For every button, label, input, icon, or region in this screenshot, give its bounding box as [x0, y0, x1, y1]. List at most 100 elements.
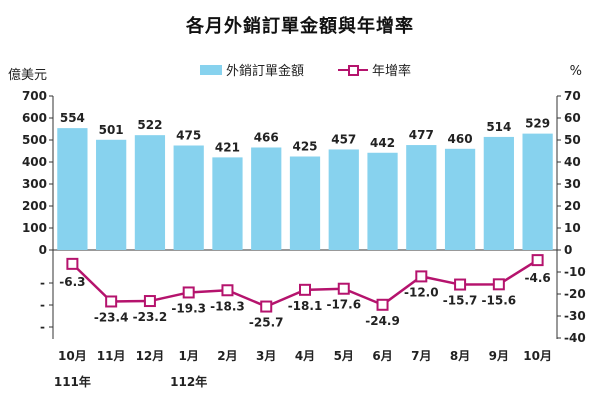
x-axis-category-label: 2月	[217, 349, 237, 363]
bar	[96, 139, 127, 250]
bar-value-label: 460	[448, 132, 473, 146]
x-axis-category-label: 1月	[179, 349, 199, 363]
right-axis-tick-label: 40	[564, 155, 581, 169]
right-axis-tick-label: -30	[564, 309, 586, 323]
x-axis-year-label: 112年	[170, 374, 207, 389]
bar	[251, 147, 282, 250]
right-axis-tick-label: 60	[564, 111, 581, 125]
x-axis-category-label: 6月	[372, 349, 392, 363]
bar-value-label: 466	[254, 130, 279, 144]
bar	[444, 148, 476, 250]
right-axis-tick-label: 50	[564, 133, 581, 147]
left-axis-tick-label: 300	[22, 177, 47, 191]
left-axis-tick-label: 100	[22, 221, 47, 235]
left-axis-tick-label: 600	[22, 111, 47, 125]
bar	[483, 136, 514, 250]
right-axis-tick-label: 0	[564, 243, 572, 257]
growth-rate-marker	[105, 295, 118, 308]
x-axis-category-label: 10月	[58, 349, 87, 363]
left-axis-tick-label: 0	[39, 243, 47, 257]
legend-bar-swatch	[200, 64, 222, 75]
x-axis-year-label: 111年	[54, 374, 91, 389]
x-axis-category-label: 12月	[136, 349, 165, 363]
left-axis-tick-label: 500	[22, 133, 47, 147]
right-axis-tick-label: 70	[564, 89, 581, 103]
growth-rate-marker	[415, 270, 428, 283]
bar	[367, 152, 398, 250]
bar-value-label: 554	[60, 111, 85, 125]
growth-rate-label: -23.4	[94, 310, 129, 324]
legend-line-swatch	[338, 64, 368, 76]
bar	[522, 133, 553, 250]
legend-line-label: 年增率	[372, 64, 412, 79]
growth-rate-label: -18.3	[210, 299, 245, 313]
bar	[328, 149, 359, 250]
growth-rate-label: -15.7	[443, 294, 478, 308]
growth-rate-marker	[454, 278, 467, 291]
x-axis-category-label: 5月	[334, 349, 354, 363]
bar-value-label: 529	[525, 117, 550, 131]
growth-rate-marker	[221, 284, 234, 297]
right-axis-tick-label: 30	[564, 177, 581, 191]
right-axis-tick-label: -40	[564, 331, 586, 345]
x-axis-category-label: 7月	[411, 349, 431, 363]
bar	[289, 156, 321, 250]
growth-rate-label: -12.0	[404, 285, 439, 299]
left-axis-tick-label: -	[40, 298, 45, 312]
growth-rate-label: -15.6	[482, 293, 517, 307]
left-axis-tick-label: 200	[22, 199, 47, 213]
bar-value-label: 457	[331, 132, 356, 146]
bar	[57, 128, 88, 250]
right-axis-tick-label: 10	[564, 221, 581, 235]
bar-value-label: 442	[370, 136, 395, 150]
growth-rate-marker	[182, 286, 195, 299]
left-axis-tick-label: 400	[22, 155, 47, 169]
growth-rate-label: -25.7	[249, 316, 284, 330]
bar	[173, 145, 204, 250]
bar-value-label: 501	[99, 123, 124, 137]
growth-rate-label: -17.6	[326, 298, 361, 312]
bar-value-label: 421	[215, 140, 240, 154]
bar	[406, 145, 437, 250]
bar-value-label: 514	[486, 120, 511, 134]
x-axis-category-label: 4月	[295, 349, 315, 363]
legend-bar-label: 外銷訂單金額	[226, 64, 305, 79]
growth-rate-marker	[376, 298, 389, 311]
growth-rate-label: -4.6	[524, 271, 550, 285]
chart-title: 各月外銷訂單金額與年增率	[186, 16, 414, 37]
growth-rate-label: -23.2	[133, 310, 168, 324]
growth-rate-label: -18.1	[288, 299, 323, 313]
right-axis-tick-label: -10	[564, 265, 586, 279]
growth-rate-marker	[492, 278, 505, 291]
growth-rate-label: -24.9	[365, 314, 400, 328]
legend-item-line: 年增率	[338, 60, 411, 79]
x-axis-category-label: 9月	[489, 349, 509, 363]
legend-item-bar: 外銷訂單金額	[200, 60, 304, 79]
x-axis-category-label: 3月	[256, 349, 276, 363]
left-axis-tick-label: -	[40, 276, 45, 290]
left-axis-tick-label: 700	[22, 89, 47, 103]
x-axis-category-label: 11月	[97, 349, 126, 363]
bar	[134, 135, 166, 250]
right-axis-tick-label: -20	[564, 287, 586, 301]
bar-value-label: 475	[176, 129, 201, 143]
growth-rate-label: -19.3	[171, 301, 206, 315]
left-axis-unit: 億美元	[8, 68, 48, 83]
growth-rate-marker	[143, 295, 156, 308]
x-axis-category-label: 10月	[523, 349, 552, 363]
growth-rate-marker	[260, 300, 273, 313]
right-axis-unit: %	[569, 64, 582, 79]
left-axis-tick-label: -	[40, 320, 45, 334]
right-axis-tick-label: 20	[564, 199, 581, 213]
bar-value-label: 477	[409, 128, 434, 142]
growth-rate-marker	[531, 254, 544, 267]
growth-rate-marker	[66, 257, 79, 270]
bar-value-label: 425	[292, 140, 317, 154]
growth-rate-marker	[299, 283, 311, 296]
bar	[212, 157, 243, 250]
x-axis-category-label: 8月	[450, 349, 470, 363]
bar-value-label: 522	[137, 118, 162, 132]
growth-rate-marker	[337, 282, 350, 295]
growth-rate-label: -6.3	[59, 275, 85, 289]
